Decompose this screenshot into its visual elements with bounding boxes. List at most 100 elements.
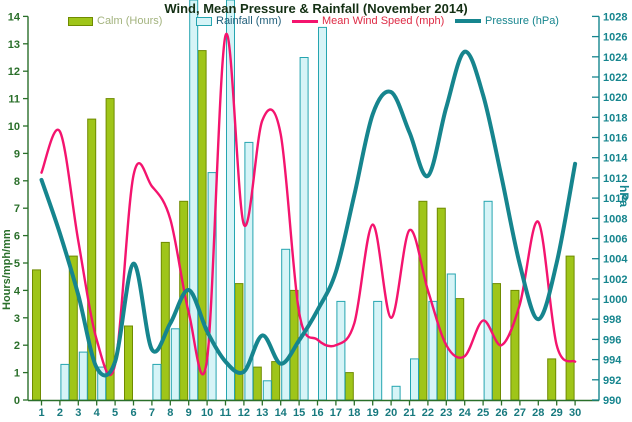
calm-bar-day-30 [565, 255, 575, 401]
left-tick-label: 13 [8, 39, 20, 51]
x-tick-label-day-13: 13 [256, 407, 268, 419]
right-tick-label: 1010 [603, 193, 627, 205]
right-tick-label: 1020 [603, 92, 627, 104]
wind-speed-line [40, 32, 577, 377]
x-tick-label-day-25: 25 [477, 407, 489, 419]
calm-bar-day-14 [271, 361, 281, 401]
x-tick-label-day-4: 4 [94, 407, 101, 419]
left-tick-label: 6 [14, 231, 20, 243]
x-tick-label-day-16: 16 [311, 407, 323, 419]
x-tick-label-day-7: 7 [149, 407, 155, 419]
right-axis-title: hPa [617, 185, 631, 208]
left-tick-label: 7 [14, 203, 20, 215]
left-tick-label: 11 [8, 94, 20, 106]
calm-bar-day-29 [547, 358, 557, 401]
x-tick-label-day-23: 23 [440, 407, 452, 419]
rainfall-bar-day-13 [262, 380, 272, 401]
left-tick-label: 14 [8, 11, 21, 23]
right-tick-label: 1000 [603, 294, 627, 306]
rainfall-bar-day-21 [410, 358, 419, 401]
right-tick-label: 1022 [603, 72, 627, 84]
right-axis-ticks: 990 992 994 996 998 1000 1002 1004 1006 1008 1010 1… [592, 11, 628, 407]
rainfall-bar-day-25 [483, 200, 493, 401]
x-tick-label-day-3: 3 [75, 407, 81, 419]
x-tick-label-day-26: 26 [495, 407, 507, 419]
x-tick-label-day-11: 11 [220, 407, 232, 419]
left-tick-label: 9 [14, 148, 20, 160]
left-tick-label: 3 [14, 313, 20, 325]
rainfall-bar-day-14 [281, 248, 291, 401]
left-tick-label: 1 [14, 368, 20, 380]
x-tick-label-day-17: 17 [330, 407, 342, 419]
right-tick-label: 992 [603, 375, 621, 387]
right-tick-label: 1014 [603, 153, 628, 165]
x-tick-label-day-1: 1 [38, 407, 44, 419]
right-tick-label: 990 [603, 395, 621, 407]
rainfall-bar-day-7 [152, 363, 162, 401]
right-tick-label: 1026 [603, 32, 627, 44]
right-tick-label: 998 [603, 314, 621, 326]
x-tick-label-day-27: 27 [514, 407, 526, 419]
left-tick-label: 2 [14, 340, 20, 352]
calm-bar-day-24 [455, 298, 465, 401]
left-tick-label: 8 [14, 176, 20, 188]
calm-bar-day-1 [32, 269, 41, 401]
calm-bar-day-6 [124, 325, 133, 401]
calm-bar-day-27 [510, 289, 520, 401]
right-tick-label: 1028 [603, 11, 627, 23]
calm-bar-day-13 [252, 366, 262, 401]
pressure-line [39, 49, 578, 378]
calm-bar-day-18 [344, 372, 354, 401]
left-tick-label: 12 [8, 66, 20, 78]
rainfall-bar-day-15 [299, 57, 309, 401]
left-axis-title: Hours/mph/mm [1, 229, 13, 310]
rainfall-bar-day-8 [170, 328, 180, 401]
x-tick-label-day-19: 19 [367, 407, 379, 419]
right-tick-label: 1016 [603, 133, 627, 145]
calm-bar-day-23 [436, 207, 446, 401]
calm-bar-day-8 [160, 241, 170, 401]
right-tick-label: 1002 [603, 274, 627, 286]
x-tick-label-day-21: 21 [403, 407, 415, 419]
right-tick-label: 1006 [603, 234, 627, 246]
x-tick-label-day-15: 15 [293, 407, 305, 419]
right-tick-label: 1012 [603, 173, 627, 185]
left-tick-label: 5 [14, 258, 20, 270]
x-tick-label-day-28: 28 [532, 407, 544, 419]
right-tick-label: 1024 [603, 52, 628, 64]
x-tick-label-day-9: 9 [186, 407, 192, 419]
rainfall-bar-day-17 [336, 300, 346, 401]
x-tick-label-day-8: 8 [167, 407, 173, 419]
x-tick-label-day-12: 12 [238, 407, 250, 419]
left-tick-label: 0 [14, 395, 20, 407]
right-tick-label: 1018 [603, 112, 627, 124]
x-tick-label-day-24: 24 [459, 407, 472, 419]
x-tick-label-day-6: 6 [130, 407, 136, 419]
x-tick-label-day-14: 14 [275, 407, 288, 419]
left-tick-label: 4 [14, 285, 21, 297]
rainfall-bar-day-20 [391, 385, 401, 401]
rainfall-bar-day-2 [60, 363, 70, 401]
calm-bar-day-10 [197, 50, 207, 401]
x-tick-label-day-30: 30 [569, 407, 581, 419]
left-tick-label: 10 [8, 121, 20, 133]
x-tick-label-day-29: 29 [551, 407, 563, 419]
calm-bar-day-22 [418, 200, 428, 401]
x-tick-label-day-2: 2 [57, 407, 63, 419]
x-tick-label-day-5: 5 [112, 407, 118, 419]
rainfall-bar-day-23 [446, 273, 456, 401]
right-tick-label: 1004 [603, 254, 628, 266]
rainfall-bar-day-3 [78, 351, 88, 401]
right-tick-label: 996 [603, 334, 621, 346]
x-axis-ticks: 1 2 3 4 5 6 7 8 9 10 11 12 13 14 15 16 17 18 19 20 21 22 23 24 2… [38, 400, 581, 419]
calm-bars [32, 50, 575, 401]
rainfall-bar-day-19 [373, 300, 383, 401]
x-tick-label-day-18: 18 [348, 407, 360, 419]
x-tick-label-day-20: 20 [385, 407, 397, 419]
right-tick-label: 994 [603, 355, 622, 367]
calm-bar-day-12 [234, 283, 244, 401]
x-tick-label-day-22: 22 [422, 407, 434, 419]
